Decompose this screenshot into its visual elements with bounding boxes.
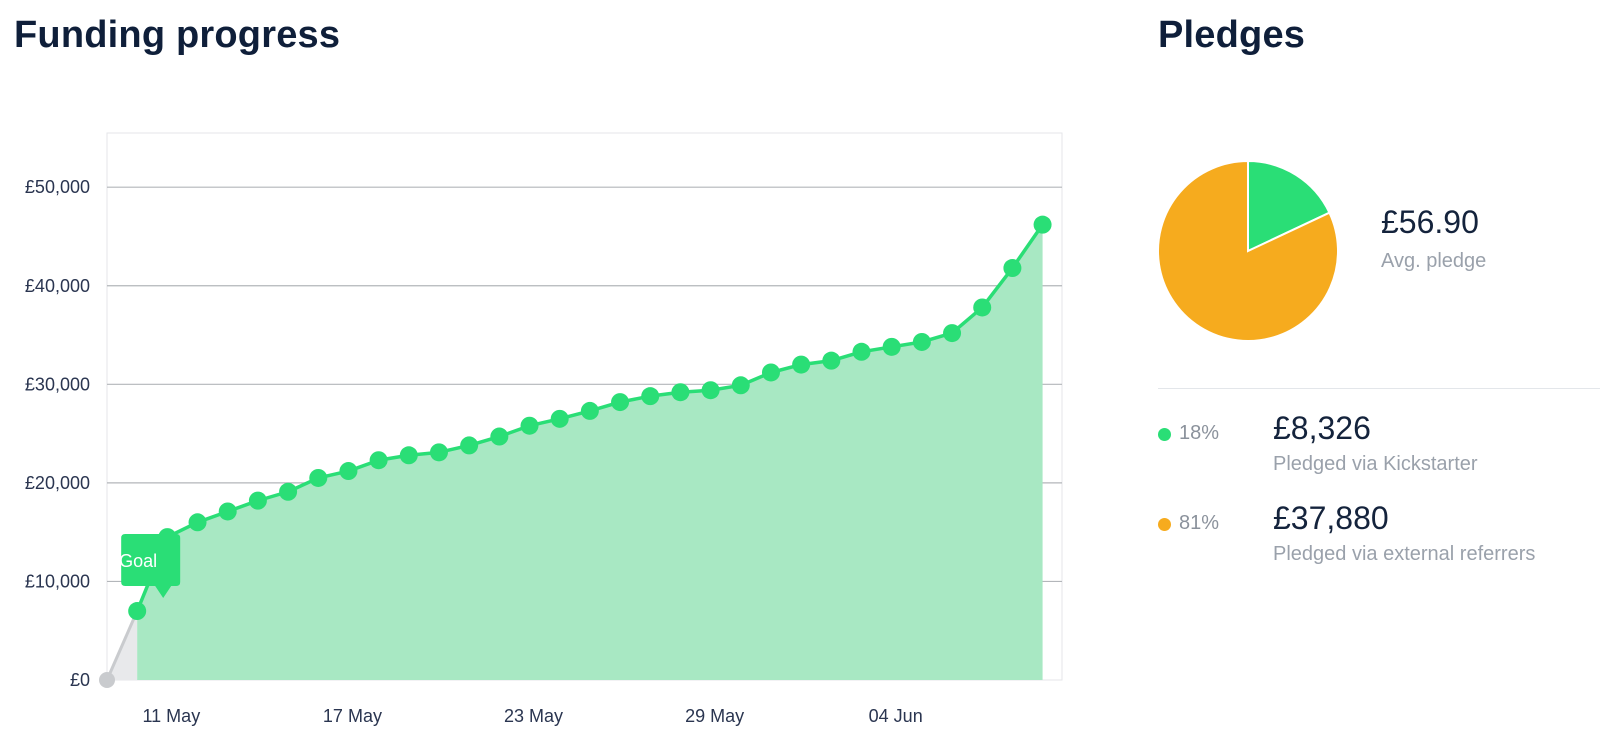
data-point — [188, 513, 207, 532]
data-point — [279, 482, 298, 501]
x-tick-label: 23 May — [504, 706, 563, 726]
data-point — [641, 387, 660, 406]
data-point — [671, 383, 690, 402]
data-point — [460, 436, 479, 455]
pledges-divider — [1158, 388, 1600, 389]
x-tick-label: 11 May — [143, 706, 201, 726]
data-point — [369, 451, 388, 470]
x-tick-label: 29 May — [685, 706, 744, 726]
legend-label-external-referrers: Pledged via external referrers — [1273, 543, 1536, 565]
data-point — [611, 393, 630, 412]
legend-pct-external-referrers: 81% — [1179, 512, 1220, 534]
data-point — [912, 332, 931, 351]
pre-launch-line — [105, 610, 139, 681]
data-point — [429, 443, 448, 462]
avg-pledge-value: £56.90 — [1381, 204, 1479, 240]
pledges-title: Pledges — [1158, 14, 1306, 56]
data-point — [490, 427, 509, 446]
legend-dot-external-referrers — [1158, 518, 1171, 531]
y-tick-label: £50,000 — [25, 177, 90, 197]
data-point — [128, 602, 147, 621]
data-point — [399, 446, 418, 465]
data-point — [822, 351, 841, 370]
legend-amount-kickstarter: £8,326 — [1273, 410, 1371, 446]
data-point — [309, 468, 328, 487]
data-point — [550, 409, 569, 428]
data-point — [852, 342, 871, 361]
funding-area — [137, 224, 1043, 680]
funding-progress-title: Funding progress — [14, 14, 341, 56]
legend-row-external-referrers: 81% £37,880 Pledged via external referre… — [1158, 500, 1600, 576]
data-point — [882, 337, 901, 356]
data-point — [761, 363, 780, 382]
pie-slice-external-referrers — [1156, 159, 1339, 342]
x-tick-label: 17 May — [323, 706, 382, 726]
data-point — [1033, 215, 1052, 234]
legend-row-kickstarter: 18% £8,326 Pledged via Kickstarter — [1158, 410, 1600, 486]
legend-label-kickstarter: Pledged via Kickstarter — [1273, 453, 1478, 475]
data-point — [248, 491, 267, 510]
legend-amount-external-referrers: £37,880 — [1273, 500, 1389, 536]
data-point — [339, 462, 358, 481]
data-point — [580, 401, 599, 420]
legend-pct-kickstarter: 18% — [1179, 422, 1220, 444]
y-tick-label: £40,000 — [25, 276, 90, 296]
data-point — [99, 672, 115, 688]
pie-slice-kickstarter — [1247, 159, 1331, 253]
avg-pledge-label: Avg. pledge — [1381, 250, 1487, 272]
data-point — [218, 502, 237, 521]
data-point — [520, 416, 539, 435]
y-tick-label: £10,000 — [25, 571, 90, 591]
legend-dot-kickstarter — [1158, 428, 1171, 441]
data-point — [792, 355, 811, 374]
data-point — [731, 376, 750, 395]
data-point — [943, 324, 962, 343]
x-tick-label: 04 Jun — [869, 706, 923, 726]
y-tick-label: £30,000 — [25, 374, 90, 394]
goal-callout — [100, 534, 181, 599]
goal-label: Goal — [119, 551, 157, 571]
data-point — [701, 381, 720, 400]
data-point — [973, 298, 992, 317]
y-tick-label: £0 — [70, 670, 90, 690]
funding-progress-chart: £0 £10,000 £20,000 £30,000 £40,000 £50,000 11 … — [25, 132, 1063, 726]
data-point — [1003, 259, 1022, 278]
y-tick-label: £20,000 — [25, 473, 90, 493]
